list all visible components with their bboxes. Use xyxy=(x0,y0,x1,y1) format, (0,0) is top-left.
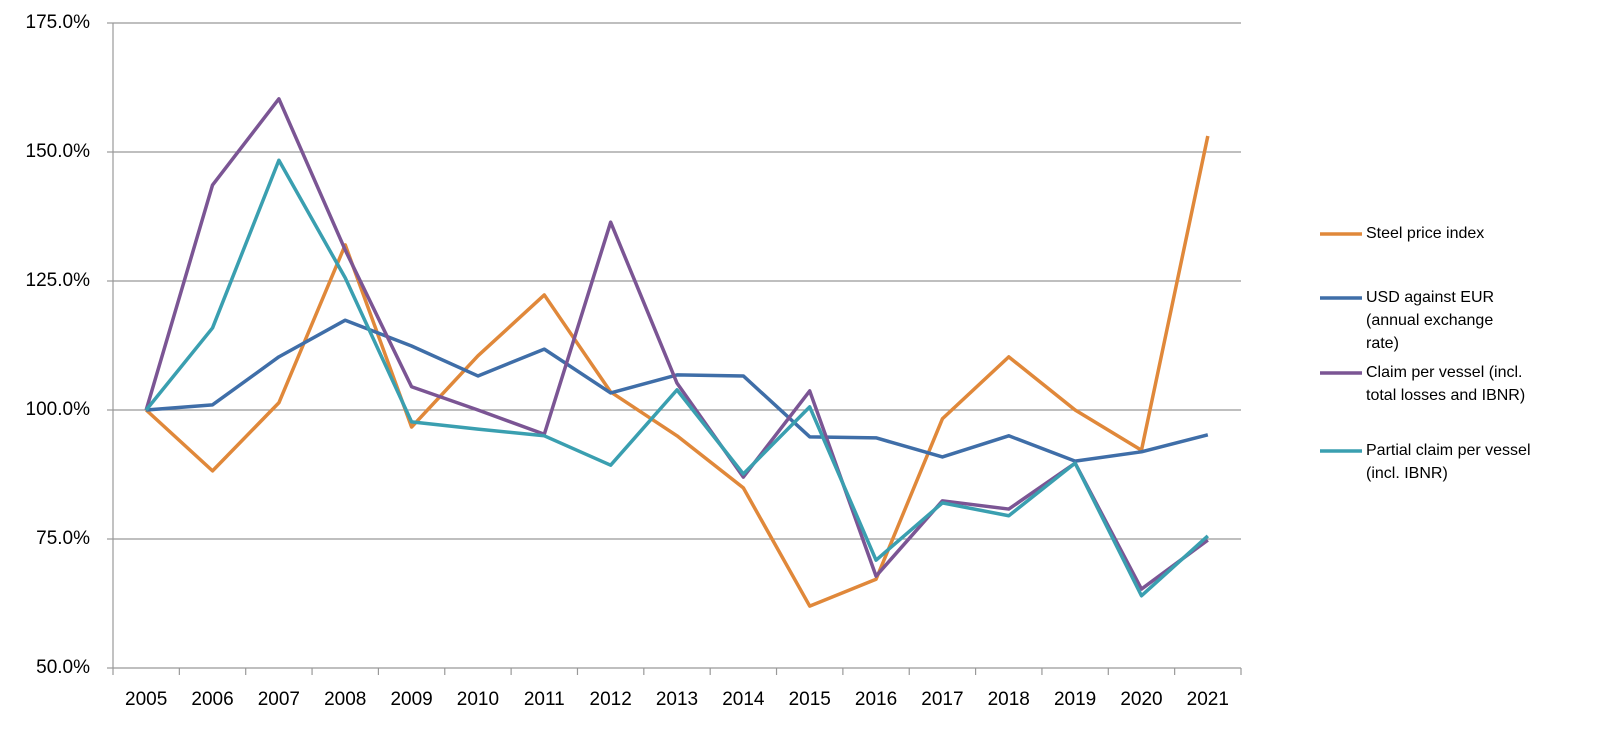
x-tick-label: 2007 xyxy=(258,689,300,710)
y-tick-label: 150.0% xyxy=(26,141,91,162)
y-tick-label: 50.0% xyxy=(36,657,90,678)
x-tick-label: 2020 xyxy=(1120,689,1162,710)
y-tick-label: 125.0% xyxy=(26,270,91,291)
y-tick-label: 175.0% xyxy=(26,12,91,33)
legend-label: Steel price index xyxy=(1366,225,1485,242)
x-tick-label: 2011 xyxy=(524,689,565,710)
x-tick-label: 2008 xyxy=(324,689,366,710)
x-tick-label: 2010 xyxy=(457,689,499,710)
x-tick-label: 2013 xyxy=(656,689,698,710)
x-tick-label: 2009 xyxy=(390,689,432,710)
legend-label: Partial claim per vessel (incl. IBNR) xyxy=(1366,442,1531,482)
x-tick-label: 2017 xyxy=(921,689,963,710)
x-tick-label: 2005 xyxy=(125,689,167,710)
series-line xyxy=(144,158,1209,598)
y-tick-label: 75.0% xyxy=(36,528,90,549)
x-tick-label: 2018 xyxy=(988,689,1030,710)
series-line xyxy=(144,135,1210,608)
series-line xyxy=(146,318,1209,463)
x-tick-label: 2012 xyxy=(590,689,632,710)
x-tick-label: 2015 xyxy=(789,689,831,710)
legend-label: USD against EUR (annual exchange rate) xyxy=(1366,289,1495,352)
x-tick-label: 2014 xyxy=(722,689,765,710)
y-tick-label: 100.0% xyxy=(26,399,91,420)
x-tick-label: 2006 xyxy=(191,689,233,710)
x-tick-label: 2021 xyxy=(1187,689,1229,710)
legend-label: Claim per vessel (incl. total losses and… xyxy=(1366,364,1526,404)
series-line xyxy=(144,97,1209,591)
x-tick-label: 2016 xyxy=(855,689,897,710)
x-tick-label: 2019 xyxy=(1054,689,1096,710)
